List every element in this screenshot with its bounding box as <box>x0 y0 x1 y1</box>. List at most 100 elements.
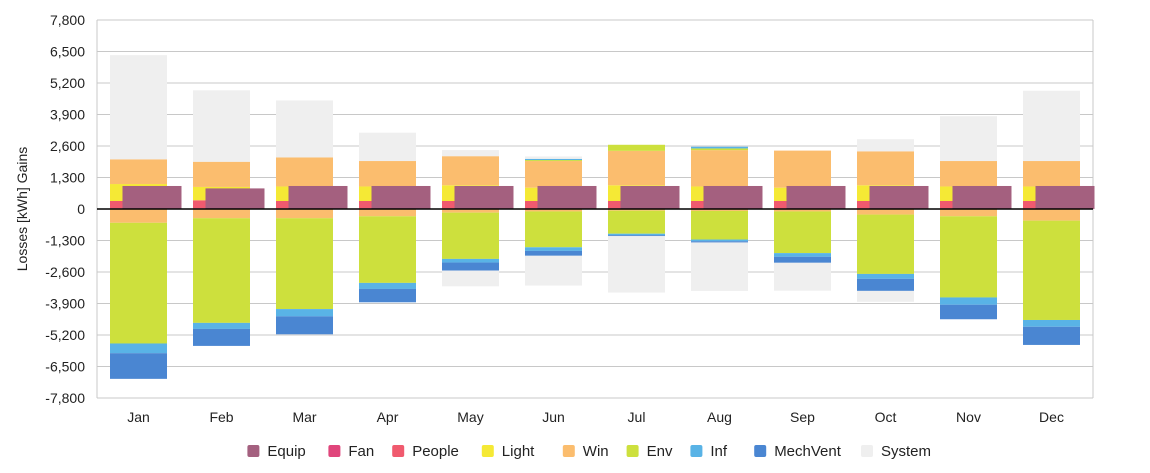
bar-segment-system-gain <box>442 150 499 157</box>
bar-segment-mechvent-loss <box>857 278 914 291</box>
x-tick-label: Nov <box>956 409 981 425</box>
y-tick-label: 7,800 <box>50 12 85 28</box>
bar-segment-inf-gain <box>691 146 748 149</box>
legend-swatch-mechvent <box>754 445 767 457</box>
bar-segment-env-loss <box>608 210 665 234</box>
y-tick-label: -2,600 <box>45 264 85 280</box>
bar-segment-mechvent-loss <box>359 288 416 303</box>
legend-label-equip[interactable]: Equip <box>267 443 305 460</box>
bar-segment-equip <box>122 185 182 209</box>
bar-segment-env-gain <box>525 160 582 162</box>
y-tick-label: 3,900 <box>50 107 85 123</box>
bar-segment-win-gain <box>525 161 582 188</box>
bar-segment-env-loss <box>276 218 333 310</box>
bar-segment-equip <box>786 185 846 209</box>
bar-segment-system-loss <box>857 290 914 302</box>
bar-segment-inf-loss <box>442 258 499 263</box>
legend-label-light[interactable]: Light <box>502 443 535 460</box>
bar-segment-system-gain <box>940 116 997 162</box>
bar-segment-win-gain <box>940 161 997 187</box>
bar-segment-inf-loss <box>1023 319 1080 327</box>
bar-segment-mechvent-loss <box>525 250 582 256</box>
bars <box>110 55 1095 379</box>
bar-segment-inf-loss <box>691 239 748 242</box>
bar-segment-win-gain <box>110 159 167 185</box>
bar-segment-system-gain <box>525 156 582 159</box>
bar-segment-equip <box>952 185 1012 209</box>
bar-segment-win-loss <box>940 209 997 217</box>
bar-segment-system-loss <box>608 236 665 293</box>
legend-swatch-fan <box>328 445 341 457</box>
legend-label-env[interactable]: Env <box>647 443 673 460</box>
bar-segment-mechvent-loss <box>940 304 997 320</box>
bar-segment-equip <box>537 185 597 209</box>
x-tick-label: Feb <box>209 409 233 425</box>
legend-swatch-win <box>562 445 575 457</box>
bar-segment-env-gain <box>608 144 665 151</box>
y-tick-label: 1,300 <box>50 170 85 186</box>
bar-segment-system-loss <box>525 255 582 286</box>
y-tick-label: 5,200 <box>50 75 85 91</box>
bar-segment-inf-loss <box>940 297 997 305</box>
legend-swatch-light <box>481 445 494 457</box>
bar-segment-equip <box>869 185 929 209</box>
bar-segment-env-loss <box>940 216 997 298</box>
bar-segment-mechvent-loss <box>691 241 748 243</box>
y-tick-label: 6,500 <box>50 44 85 60</box>
x-tick-label: Dec <box>1039 409 1064 425</box>
bar-segment-win-gain <box>857 151 914 186</box>
bar-segment-equip <box>620 185 680 209</box>
legend-label-people[interactable]: People <box>412 443 459 460</box>
bar-segment-win-loss <box>442 209 499 213</box>
bar-segment-inf-loss <box>774 253 831 257</box>
bar-segment-mechvent-loss <box>1023 326 1080 345</box>
bar-segment-win-loss <box>525 209 582 212</box>
bar-segment-equip <box>371 185 431 209</box>
bar-segment-inf-loss <box>525 247 582 251</box>
legend-label-inf[interactable]: Inf <box>710 443 728 460</box>
legend-label-win[interactable]: Win <box>583 443 609 460</box>
bar-segment-win-loss <box>608 209 665 211</box>
bar-segment-env-loss <box>525 211 582 248</box>
legend-swatch-people <box>392 445 405 457</box>
legend-label-mechvent[interactable]: MechVent <box>774 443 842 460</box>
bar-segment-win-loss <box>110 209 167 223</box>
bar-segment-win-gain <box>193 161 250 187</box>
x-tick-label: Mar <box>292 409 316 425</box>
bar-segment-win-gain <box>774 150 831 188</box>
y-tick-label: -3,900 <box>45 296 85 312</box>
x-tick-label: Sep <box>790 409 815 425</box>
bar-segment-system-gain <box>1023 90 1080 162</box>
bar-segment-system-gain <box>193 90 250 162</box>
x-tick-label: Apr <box>377 409 399 425</box>
bar-segment-win-gain <box>691 150 748 187</box>
bar-segment-env-loss <box>857 214 914 274</box>
bar-segment-win-gain <box>359 161 416 187</box>
bar-segment-mechvent-loss <box>608 235 665 237</box>
bar-segment-system-gain <box>857 139 914 152</box>
bar-segment-mechvent-loss <box>193 328 250 346</box>
y-tick-label: 2,600 <box>50 138 85 154</box>
bar-segment-win-gain <box>276 157 333 187</box>
bar-segment-equip <box>205 188 265 209</box>
bar-segment-win-loss <box>857 209 914 215</box>
bar-segment-win-loss <box>276 209 333 219</box>
bar-segment-inf-gain <box>525 158 582 161</box>
bar-segment-win-loss <box>359 209 416 217</box>
bar-segment-inf-loss <box>608 233 665 236</box>
bar-segment-inf-loss <box>193 322 250 329</box>
legend-swatch-env <box>626 445 639 457</box>
legend-label-fan[interactable]: Fan <box>348 443 374 460</box>
bar-segment-env-loss <box>110 222 167 344</box>
x-tick-label: Jul <box>628 409 646 425</box>
bar-segment-win-gain <box>608 150 665 186</box>
bar-segment-equip <box>288 185 348 209</box>
x-tick-label: May <box>457 409 483 425</box>
bar-segment-mechvent-loss <box>774 256 831 263</box>
bar-segment-inf-loss <box>110 343 167 354</box>
legend-label-system[interactable]: System <box>881 443 931 460</box>
legend: Equip Fan People Light Win Env Inf MechVent Syst… <box>247 443 931 460</box>
bar-segment-env-loss <box>691 210 748 240</box>
